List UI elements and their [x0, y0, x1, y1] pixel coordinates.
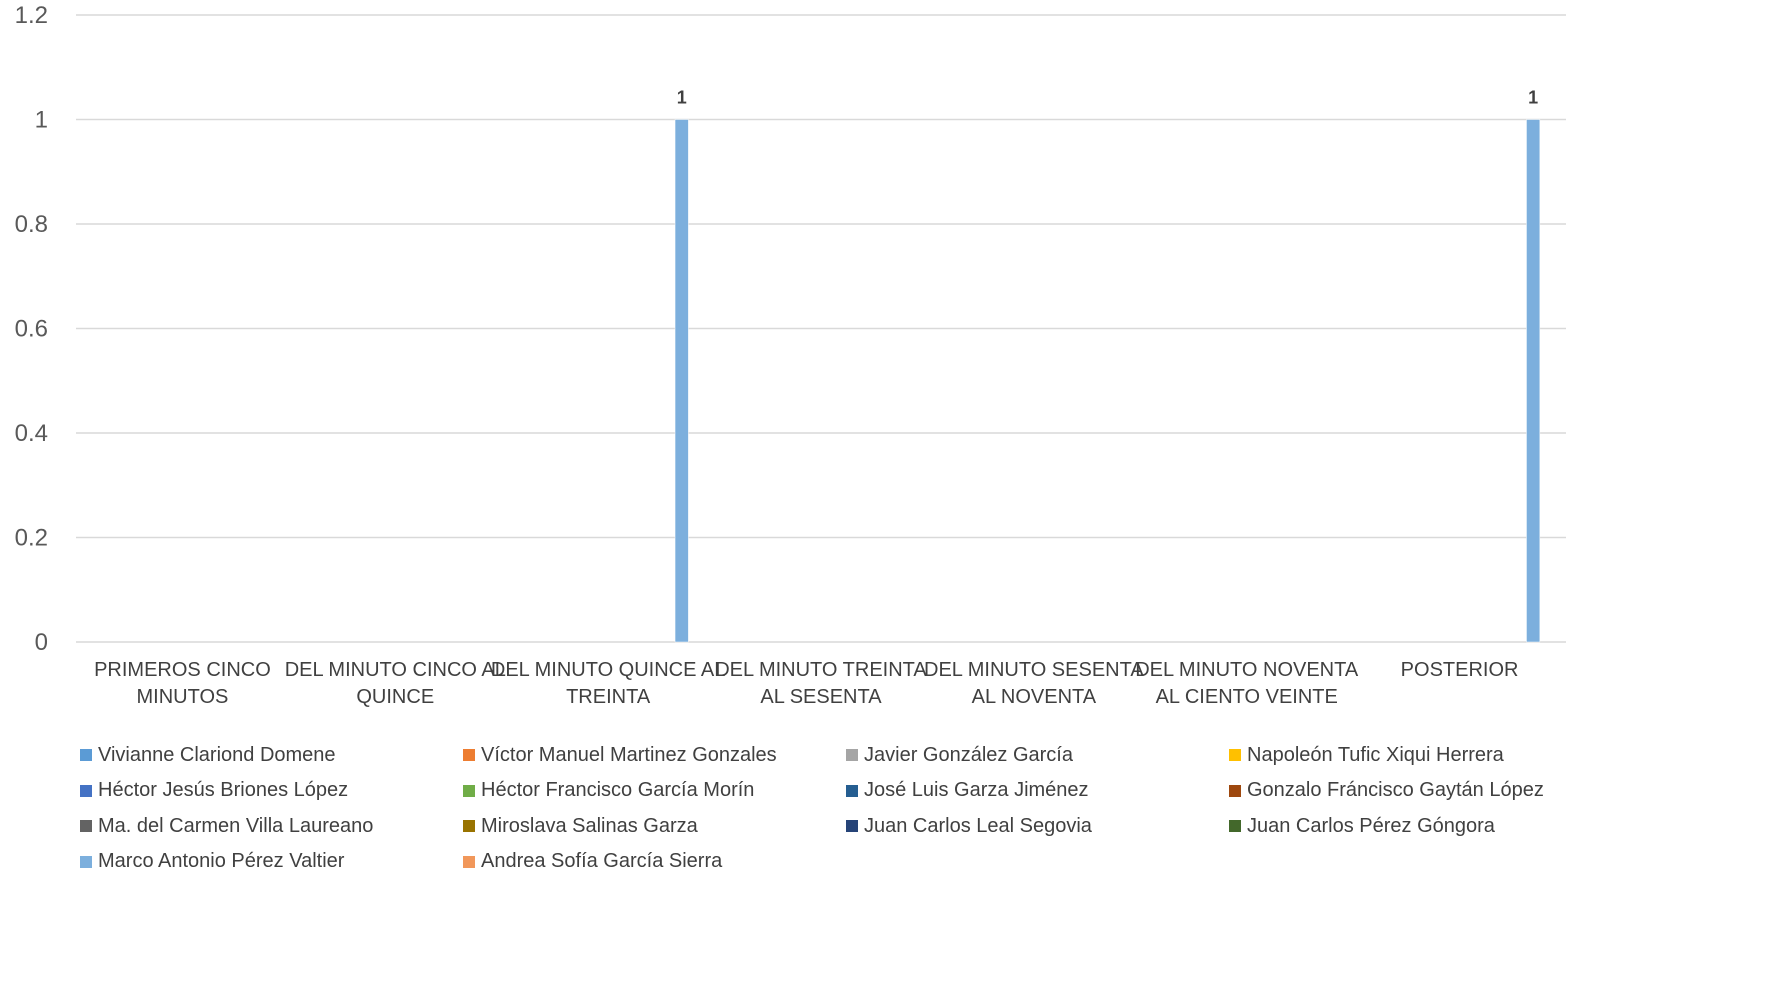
- legend-swatch: [846, 784, 858, 797]
- legend-label: Ma. del Carmen Villa Laureano: [98, 814, 374, 837]
- y-tick-label: 1: [35, 107, 48, 134]
- legend-swatch: [463, 749, 475, 761]
- legend-item: Napoleón Tufic Xiqui Herrera: [1229, 740, 1504, 770]
- legend-swatch: [463, 820, 475, 832]
- x-tick-label: DEL MINUTO NOVENTA AL CIENTO VEINTE: [1135, 659, 1359, 708]
- legend-label: Napoleón Tufic Xiqui Herrera: [1247, 743, 1504, 766]
- data-label: 1: [1528, 88, 1538, 108]
- legend-label: Marco Antonio Pérez Valtier: [98, 850, 345, 872]
- legend-item: José Luis Garza Jiménez: [846, 776, 1089, 806]
- x-tick-label: DEL MINUTO QUINCE AL TREINTA: [491, 659, 726, 708]
- legend-item: Andrea Sofía García Sierra: [463, 847, 722, 877]
- legend-swatch: [1229, 820, 1241, 832]
- legend-item: Héctor Jesús Briones López: [80, 776, 348, 806]
- legend-swatch: [463, 784, 475, 797]
- legend-label: Juan Carlos Leal Segovia: [864, 814, 1092, 837]
- data-label: 1: [677, 88, 687, 108]
- legend-item: Ma. del Carmen Villa Laureano: [80, 811, 373, 841]
- legend-swatch: [846, 820, 858, 832]
- legend-item: Gonzalo Fráncisco Gaytán López: [1229, 776, 1544, 806]
- bar-chart: 0 0.2 0.4 0.6 0.8 1 1.2 1 1 PRIMEROS CINCO MINUTOS…: [15, 2, 1566, 708]
- legend-item: Juan Carlos Leal Segovia: [846, 811, 1092, 841]
- legend-swatch: [463, 855, 475, 868]
- bar: [1526, 119, 1541, 643]
- legend-item: Víctor Manuel Martinez Gonzales: [463, 740, 777, 770]
- x-tick-label: DEL MINUTO SESENTA AL NOVENTA: [924, 659, 1144, 708]
- legend-swatch: [846, 749, 858, 761]
- x-tick-label: DEL MINUTO TREINTA AL SESENTA: [715, 659, 927, 708]
- legend-item: Javier González García: [846, 740, 1073, 770]
- legend-label: Vivianne Clariond Domene: [98, 743, 336, 766]
- legend-swatch: [1229, 749, 1241, 761]
- legend-item: Miroslava Salinas Garza: [463, 811, 698, 841]
- legend-label: Juan Carlos Pérez Góngora: [1247, 814, 1495, 837]
- x-tick-label: PRIMEROS CINCO MINUTOS: [94, 659, 271, 708]
- legend-label: Víctor Manuel Martinez Gonzales: [481, 743, 777, 766]
- legend-item: Héctor Francisco García Morín: [463, 776, 754, 806]
- y-tick-label: 0.2: [15, 525, 48, 552]
- y-tick-label: 0.8: [15, 211, 48, 238]
- legend-label: Héctor Francisco García Morín: [481, 779, 755, 801]
- legend-label: Héctor Jesús Briones López: [98, 779, 349, 801]
- y-tick-label: 0.4: [15, 420, 48, 447]
- legend-item: Juan Carlos Pérez Góngora: [1229, 811, 1495, 841]
- legend-label: Andrea Sofía García Sierra: [481, 850, 723, 872]
- legend-swatch: [80, 784, 92, 797]
- legend-swatch: [1229, 784, 1241, 797]
- legend-swatch: [80, 749, 92, 761]
- legend-label: Javier González García: [864, 743, 1073, 766]
- y-tick-label: 0: [35, 629, 48, 656]
- x-tick-label: POSTERIOR: [1401, 659, 1519, 681]
- legend-item: Marco Antonio Pérez Valtier: [80, 847, 344, 877]
- y-tick-label: 1.2: [15, 2, 48, 29]
- legend-item: Vivianne Clariond Domene: [80, 740, 336, 770]
- legend-label: José Luis Garza Jiménez: [864, 779, 1089, 801]
- legend-swatch: [80, 820, 92, 832]
- y-tick-label: 0.6: [15, 316, 48, 343]
- legend-swatch: [80, 855, 92, 868]
- x-tick-label: DEL MINUTO CINCO AL QUINCE: [285, 659, 506, 708]
- legend-label: Miroslava Salinas Garza: [481, 814, 698, 837]
- bar: [674, 119, 689, 643]
- legend-label: Gonzalo Fráncisco Gaytán López: [1247, 779, 1544, 801]
